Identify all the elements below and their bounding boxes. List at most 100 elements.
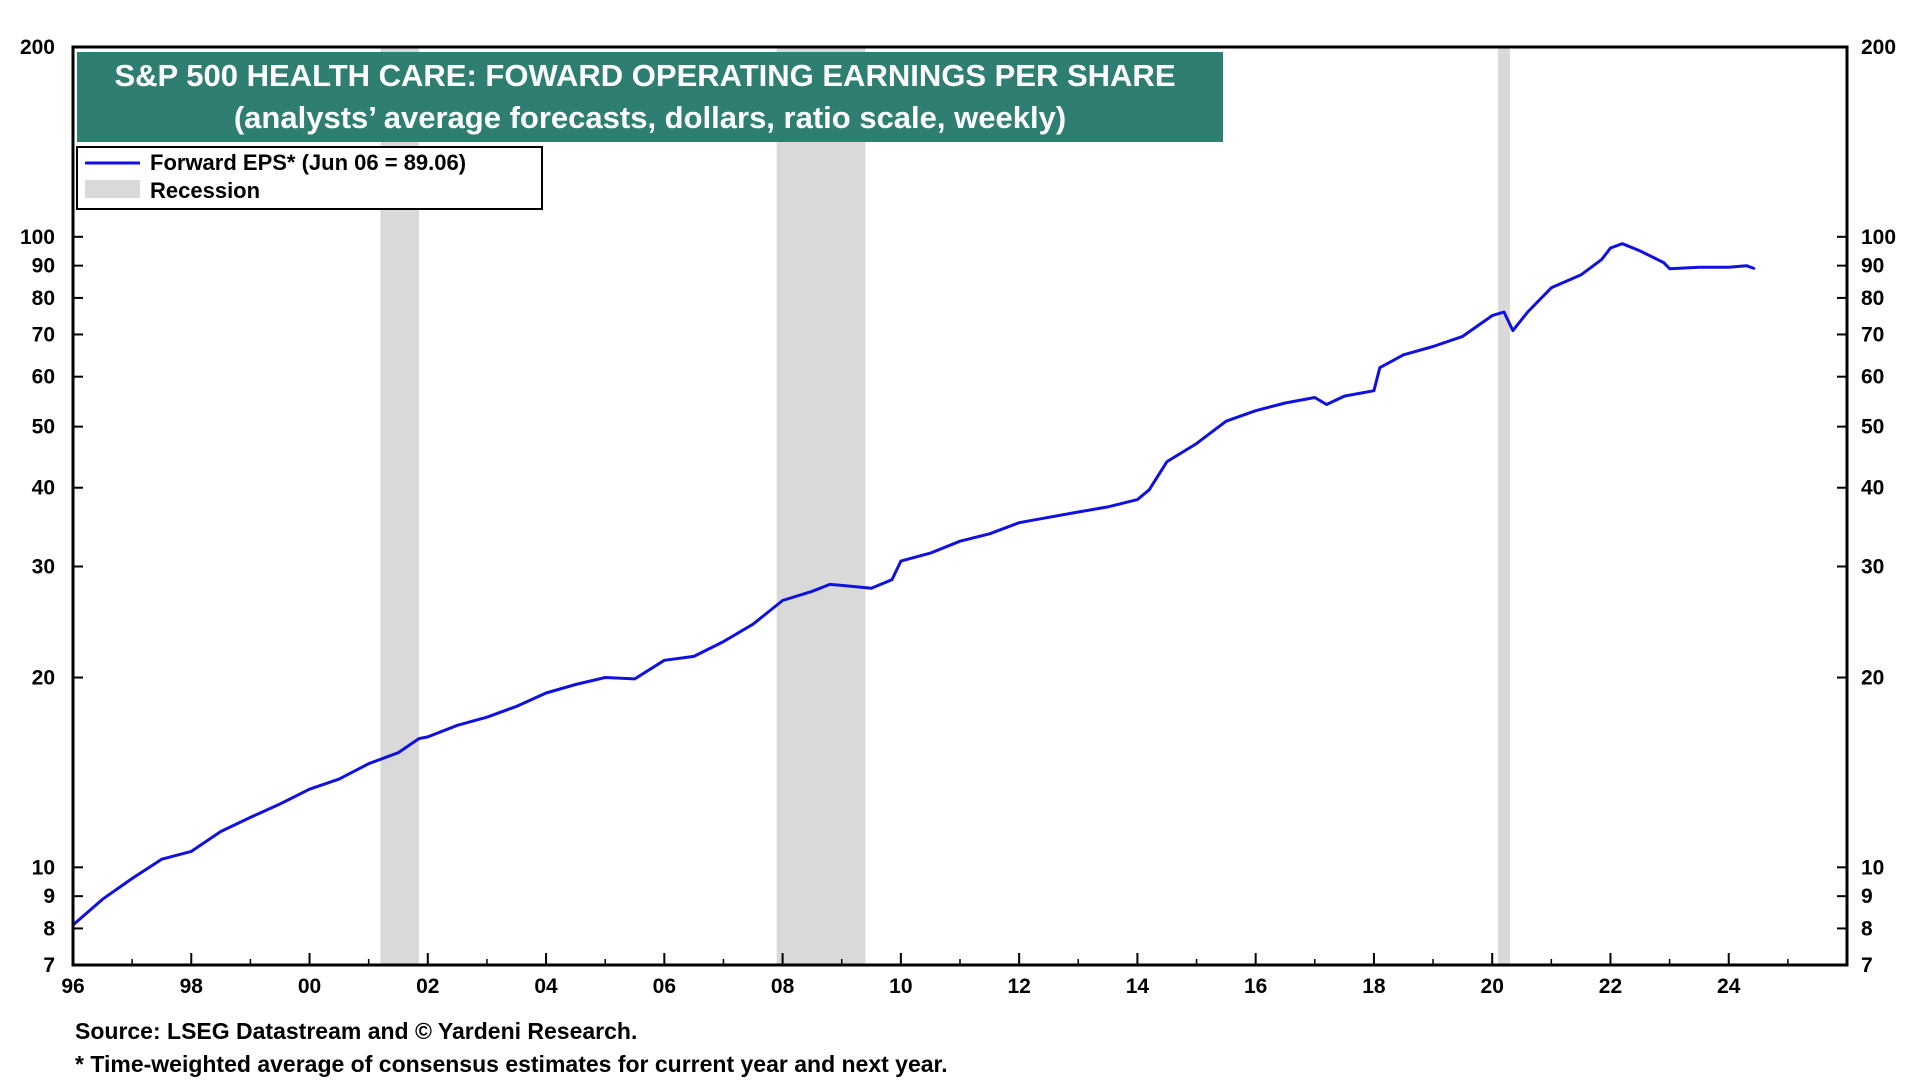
y-tick-label-right: 90 [1861,255,1884,278]
eps-point [1579,273,1583,277]
x-tick-label: 12 [1007,975,1030,998]
x-axis: 96 98 00 02 04 06 08 10 12 14 16 18 20 22 24 [61,953,1789,998]
eps-point [515,705,518,708]
eps-point [219,830,223,833]
eps-point [1502,310,1506,314]
eps-point [1402,353,1405,356]
y-tick-label-right: 7 [1861,954,1873,977]
eps-point [899,559,903,563]
eps-point [1254,409,1257,412]
eps-point [337,777,341,781]
eps-point [397,751,400,754]
eps-point [130,877,134,880]
eps-point [810,590,814,593]
eps-point [1195,442,1198,445]
x-tick-label: 16 [1244,975,1267,998]
x-tick-label: 02 [416,975,439,998]
y-tick-label-left: 30 [32,555,55,578]
eps-point [1727,265,1730,269]
y-tick-label-left: 70 [32,323,55,346]
y-tick-label-right: 40 [1861,477,1884,500]
eps-point [633,677,636,681]
eps-point [1511,329,1515,332]
eps-point [190,850,193,853]
eps-point [1662,261,1665,264]
eps-point [958,540,962,543]
eps-point [1165,460,1169,463]
y-tick-label-right: 10 [1861,856,1884,879]
title-box: S&P 500 HEALTH CARE: FOWARD OPERATING EA… [77,52,1223,142]
eps-point [1313,396,1317,399]
eps-point [1284,401,1287,405]
eps-point [988,532,991,536]
chart-title: S&P 500 HEALTH CARE: FOWARD OPERATING EA… [114,58,1175,93]
eps-point [308,788,311,791]
eps-series-line [72,242,1755,927]
eps-point [751,622,755,626]
legend: Forward EPS* (Jun 06 = 89.06) Recession [76,146,543,210]
eps-point [456,724,459,727]
eps-point [1224,419,1228,423]
x-tick-label: 08 [771,975,795,998]
eps-point [1526,310,1529,314]
y-tick-label-right: 30 [1861,555,1884,578]
eps-point [929,551,932,555]
title-background [77,52,1223,142]
y-tick-label-left: 50 [32,416,55,439]
eps-point [722,640,725,643]
eps-point [1077,510,1080,514]
y-tick-label-left: 200 [20,36,55,59]
eps-point [1621,242,1624,245]
legend-box [76,146,543,210]
eps-point [1697,265,1701,269]
recession-band-2 [1498,47,1510,965]
eps-point [1325,403,1328,406]
x-tick-label: 14 [1126,975,1150,998]
chart-subtitle: (analysts’ average forecasts, dollars, r… [234,100,1066,135]
eps-point [417,737,421,740]
y-tick-label-left: 90 [32,255,55,278]
eps-point [1343,394,1346,398]
eps-point [604,676,607,679]
eps-point [1431,345,1435,348]
eps-point [1550,286,1553,290]
y-tick-label-right: 100 [1861,226,1896,249]
y-tick-label-right: 60 [1861,366,1884,389]
eps-point [1378,366,1382,369]
legend-label-recession: Recession [150,178,260,203]
y-tick-label-right: 70 [1861,323,1884,346]
x-tick-label: 06 [653,975,676,998]
source-note: Source: LSEG Datastream and © Yardeni Re… [75,1018,638,1044]
eps-point [781,599,784,602]
y-tick-label-left: 10 [32,856,55,879]
x-tick-label: 10 [889,975,912,998]
eps-point [367,762,370,765]
y-tick-label-right: 80 [1861,287,1884,310]
eps-point [249,816,252,819]
eps-point [1609,246,1612,250]
eps-point [101,898,104,901]
eps-point [1136,498,1139,501]
eps-point [1372,389,1376,392]
y-tick-label-right: 200 [1861,36,1896,59]
eps-point [1600,258,1603,261]
eps-point [692,655,696,658]
eps-point [278,802,282,806]
eps-point [1017,521,1021,524]
y-tick-label-left: 7 [43,954,55,977]
x-tick-label: 04 [534,975,558,998]
x-tick-label: 00 [298,975,321,998]
x-tick-label: 98 [180,975,204,998]
eps-point [1461,335,1464,338]
eps-point [870,587,873,590]
y-tick-label-left: 8 [43,917,55,940]
y-axis-left: 7 8 9 10 20 30 40 50 60 70 80 90 100 200 [20,36,83,977]
eps-point [1047,516,1050,519]
y-tick-label-left: 40 [32,477,55,500]
y-tick-label-right: 8 [1861,917,1873,940]
eps-point [1491,314,1494,317]
x-tick-label: 20 [1481,975,1504,998]
recession-band-1 [776,47,866,965]
y-tick-label-right: 50 [1861,416,1884,439]
